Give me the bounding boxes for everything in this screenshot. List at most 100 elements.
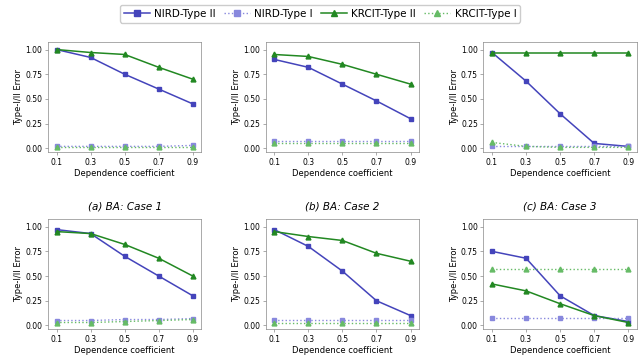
KRCIT-Type I bbox=[52, 145, 60, 150]
NIRD-Type I bbox=[372, 317, 380, 322]
NIRD-Type II bbox=[372, 99, 380, 103]
NIRD-Type II bbox=[155, 87, 163, 91]
NIRD-Type I bbox=[590, 144, 598, 148]
Line: NIRD-Type I: NIRD-Type I bbox=[54, 316, 195, 323]
Line: NIRD-Type II: NIRD-Type II bbox=[490, 249, 630, 324]
NIRD-Type I bbox=[189, 143, 196, 148]
KRCIT-Type II bbox=[406, 259, 414, 264]
KRCIT-Type II bbox=[189, 274, 196, 278]
KRCIT-Type I bbox=[590, 145, 598, 150]
Y-axis label: Type-I/II Error: Type-I/II Error bbox=[232, 246, 241, 302]
NIRD-Type II bbox=[121, 72, 129, 76]
NIRD-Type II bbox=[52, 227, 60, 232]
NIRD-Type I bbox=[305, 317, 312, 322]
KRCIT-Type I bbox=[52, 320, 60, 325]
NIRD-Type II bbox=[556, 294, 564, 298]
NIRD-Type I bbox=[406, 317, 414, 322]
KRCIT-Type II bbox=[87, 231, 95, 236]
NIRD-Type I bbox=[121, 144, 129, 148]
NIRD-Type I bbox=[590, 315, 598, 320]
Line: NIRD-Type I: NIRD-Type I bbox=[272, 139, 413, 144]
NIRD-Type I bbox=[625, 315, 632, 320]
KRCIT-Type I bbox=[271, 141, 278, 146]
KRCIT-Type I bbox=[625, 267, 632, 271]
Y-axis label: Type-I/II Error: Type-I/II Error bbox=[450, 69, 459, 125]
Line: KRCIT-Type II: KRCIT-Type II bbox=[272, 229, 413, 264]
KRCIT-Type II bbox=[271, 230, 278, 234]
Line: NIRD-Type I: NIRD-Type I bbox=[490, 315, 630, 320]
Line: KRCIT-Type II: KRCIT-Type II bbox=[490, 282, 630, 325]
NIRD-Type I bbox=[339, 317, 346, 322]
KRCIT-Type I bbox=[189, 317, 196, 322]
NIRD-Type II bbox=[189, 294, 196, 298]
NIRD-Type I bbox=[87, 318, 95, 323]
Y-axis label: Type-I/II Error: Type-I/II Error bbox=[14, 69, 24, 125]
NIRD-Type I bbox=[556, 144, 564, 148]
Line: NIRD-Type II: NIRD-Type II bbox=[54, 227, 195, 298]
KRCIT-Type II bbox=[372, 251, 380, 256]
NIRD-Type I bbox=[155, 144, 163, 148]
NIRD-Type I bbox=[87, 144, 95, 148]
Text: (c) BA: Case 3: (c) BA: Case 3 bbox=[524, 201, 597, 211]
Line: KRCIT-Type I: KRCIT-Type I bbox=[54, 145, 195, 150]
NIRD-Type I bbox=[372, 139, 380, 144]
KRCIT-Type I bbox=[372, 320, 380, 325]
NIRD-Type I bbox=[271, 139, 278, 144]
KRCIT-Type II bbox=[488, 50, 496, 55]
NIRD-Type II bbox=[406, 313, 414, 318]
Line: NIRD-Type I: NIRD-Type I bbox=[54, 143, 195, 149]
Line: KRCIT-Type I: KRCIT-Type I bbox=[272, 320, 413, 325]
NIRD-Type II bbox=[488, 50, 496, 55]
NIRD-Type I bbox=[488, 315, 496, 320]
Legend: NIRD-Type II, NIRD-Type I, KRCIT-Type II, KRCIT-Type I: NIRD-Type II, NIRD-Type I, KRCIT-Type II… bbox=[120, 5, 520, 22]
KRCIT-Type I bbox=[590, 267, 598, 271]
NIRD-Type II bbox=[488, 249, 496, 253]
KRCIT-Type I bbox=[121, 319, 129, 324]
NIRD-Type II bbox=[522, 256, 530, 260]
NIRD-Type II bbox=[625, 144, 632, 148]
NIRD-Type II bbox=[522, 79, 530, 83]
KRCIT-Type II bbox=[305, 54, 312, 59]
KRCIT-Type II bbox=[271, 52, 278, 56]
KRCIT-Type II bbox=[121, 242, 129, 247]
KRCIT-Type II bbox=[625, 50, 632, 55]
NIRD-Type II bbox=[52, 47, 60, 52]
KRCIT-Type II bbox=[522, 50, 530, 55]
KRCIT-Type II bbox=[522, 289, 530, 293]
NIRD-Type II bbox=[121, 254, 129, 258]
NIRD-Type II bbox=[305, 244, 312, 249]
NIRD-Type II bbox=[590, 313, 598, 318]
NIRD-Type II bbox=[372, 299, 380, 303]
Line: KRCIT-Type I: KRCIT-Type I bbox=[490, 267, 630, 272]
KRCIT-Type I bbox=[406, 141, 414, 146]
Line: KRCIT-Type II: KRCIT-Type II bbox=[490, 50, 630, 55]
Line: NIRD-Type II: NIRD-Type II bbox=[54, 47, 195, 106]
KRCIT-Type I bbox=[556, 145, 564, 150]
KRCIT-Type I bbox=[625, 145, 632, 150]
KRCIT-Type I bbox=[556, 267, 564, 271]
Line: NIRD-Type I: NIRD-Type I bbox=[272, 317, 413, 322]
X-axis label: Dependence coefficient: Dependence coefficient bbox=[74, 169, 175, 178]
NIRD-Type I bbox=[52, 318, 60, 323]
NIRD-Type I bbox=[488, 144, 496, 148]
KRCIT-Type II bbox=[87, 50, 95, 55]
KRCIT-Type II bbox=[556, 302, 564, 306]
Y-axis label: Type-I/II Error: Type-I/II Error bbox=[14, 246, 24, 302]
NIRD-Type I bbox=[52, 144, 60, 148]
Text: (a) BA: Case 1: (a) BA: Case 1 bbox=[88, 201, 162, 211]
NIRD-Type II bbox=[87, 231, 95, 236]
KRCIT-Type II bbox=[155, 65, 163, 70]
KRCIT-Type II bbox=[590, 313, 598, 318]
NIRD-Type I bbox=[406, 139, 414, 144]
NIRD-Type I bbox=[625, 144, 632, 148]
Line: KRCIT-Type II: KRCIT-Type II bbox=[54, 229, 195, 278]
KRCIT-Type I bbox=[488, 267, 496, 271]
Line: NIRD-Type II: NIRD-Type II bbox=[490, 50, 630, 149]
Line: KRCIT-Type II: KRCIT-Type II bbox=[54, 47, 195, 81]
NIRD-Type II bbox=[590, 141, 598, 146]
KRCIT-Type II bbox=[556, 50, 564, 55]
Text: (b) BA: Case 2: (b) BA: Case 2 bbox=[305, 201, 380, 211]
X-axis label: Dependence coefficient: Dependence coefficient bbox=[74, 346, 175, 355]
NIRD-Type II bbox=[271, 227, 278, 232]
NIRD-Type I bbox=[305, 139, 312, 144]
